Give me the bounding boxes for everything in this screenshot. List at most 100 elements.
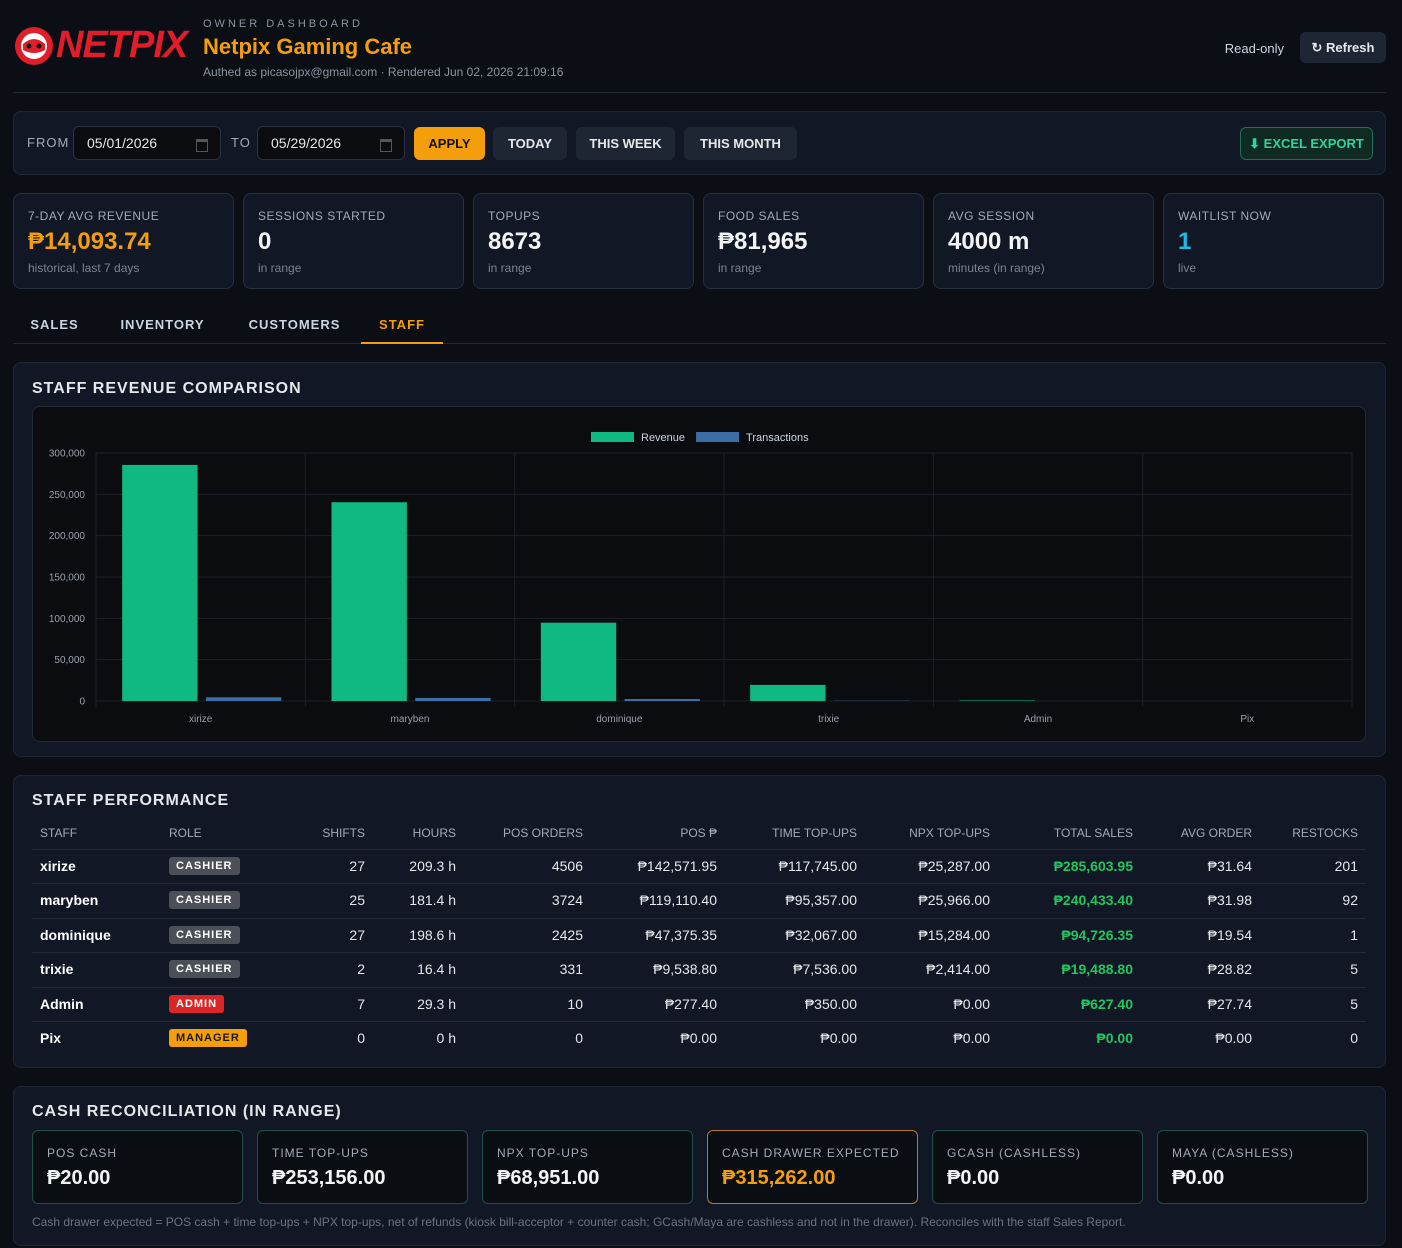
role-badge: CASHIER	[169, 960, 240, 979]
tab[interactable]: SALES	[30, 317, 79, 332]
table-cell: ₱0.00	[1096, 1030, 1133, 1046]
column-header: STAFF	[40, 826, 78, 840]
kpi-note: live	[1178, 261, 1197, 275]
cash-value: ₱20.00	[47, 1167, 111, 1189]
table-cell: ₱47,375.35	[645, 926, 717, 943]
y-tick-label: 150,000	[49, 573, 86, 584]
table-cell: ₱117,745.00	[778, 858, 857, 874]
role-badge: MANAGER	[169, 1029, 247, 1047]
x-tick-label: Admin	[1024, 714, 1052, 725]
tab[interactable]: STAFF	[361, 312, 443, 344]
export-button[interactable]: ⬇ EXCEL EXPORT	[1240, 127, 1373, 160]
table-cell: 201	[1334, 858, 1358, 874]
chart-box	[32, 406, 1366, 742]
y-tick-label: 100,000	[49, 614, 86, 625]
tab[interactable]: CUSTOMERS	[248, 317, 341, 332]
table-cell: 16.4 h	[417, 961, 456, 978]
y-tick-label: 50,000	[54, 655, 85, 666]
table-cell: ₱7,536.00	[793, 961, 857, 978]
refresh-button[interactable]: ↻ Refresh	[1300, 32, 1386, 63]
column-header: TIME TOP-UPS	[772, 826, 857, 840]
cash-label: CASH DRAWER EXPECTED	[722, 1146, 900, 1160]
cash-note: Cash drawer expected = POS cash + time t…	[32, 1215, 1126, 1229]
bar	[959, 700, 1035, 701]
table-cell: ₱0.00	[1215, 1030, 1252, 1046]
table-cell: ₱240,433.40	[1053, 892, 1133, 909]
kpi-card: 7-DAY AVG REVENUE ₱14,093.74 historical, l…	[13, 193, 234, 289]
kpi-label: AVG SESSION	[948, 209, 1035, 223]
table-cell: Pix	[40, 1030, 62, 1046]
chart-title: STAFF REVENUE COMPARISON	[32, 380, 302, 397]
eyebrow: OWNER DASHBOARD	[203, 18, 363, 30]
bar	[415, 697, 491, 701]
table-cell: ₱119,110.40	[639, 892, 717, 909]
kpi-label: SESSIONS STARTED	[258, 209, 386, 223]
table-cell: 3724	[551, 892, 583, 909]
bar	[624, 698, 700, 701]
table-cell: ₱277.40	[664, 995, 717, 1012]
table-cell: ₱285,603.95	[1053, 858, 1133, 874]
column-header: ROLE	[169, 826, 202, 840]
row-divider	[32, 849, 1366, 850]
table-cell: maryben	[40, 892, 99, 909]
tab-divider	[13, 343, 1386, 344]
cash-value: ₱315,262.00	[722, 1167, 836, 1189]
table-cell: 181.4 h	[409, 892, 456, 909]
table-cell: ₱32,067.00	[785, 926, 857, 943]
kpi-card: TOPUPS 8673 in range	[473, 193, 694, 289]
column-header: POS ORDERS	[502, 826, 583, 840]
bar	[205, 697, 282, 701]
table-cell: 5	[1350, 995, 1358, 1012]
table-cell: 1	[1350, 926, 1358, 943]
tab[interactable]: INVENTORY	[120, 317, 205, 332]
filter-button[interactable]: THIS MONTH	[684, 127, 797, 160]
cash-card: NPX TOP-UPS ₱68,951.00	[482, 1130, 693, 1204]
kpi-card: WAITLIST NOW 1 live	[1163, 193, 1384, 289]
date-input[interactable]: 05/29/2026	[257, 126, 405, 160]
kpi-value: 8673	[488, 228, 542, 255]
kpi-note: in range	[718, 261, 762, 275]
divider	[13, 92, 1386, 93]
table-cell: 27	[349, 858, 365, 874]
table-cell: xirize	[40, 858, 76, 874]
legend-label: Revenue	[641, 432, 685, 444]
kpi-value: ₱14,093.74	[28, 228, 151, 255]
row-divider	[32, 952, 1366, 954]
table-cell: ₱95,357.00	[785, 892, 857, 909]
cash-value: ₱0.00	[1172, 1167, 1225, 1189]
cash-value: ₱68,951.00	[497, 1167, 600, 1189]
cash-label: POS CASH	[47, 1146, 118, 1160]
bar	[122, 464, 198, 701]
kpi-value: 1	[1178, 228, 1192, 255]
table-cell: ₱28.82	[1207, 961, 1252, 978]
filter-button[interactable]: THIS WEEK	[576, 127, 675, 160]
y-tick-label: 300,000	[49, 449, 86, 460]
table-cell: 198.6 h	[409, 926, 456, 943]
table-cell: ₱627.40	[1080, 995, 1133, 1012]
y-tick-label: 200,000	[49, 531, 86, 542]
kpi-note: in range	[488, 261, 532, 275]
date-input[interactable]: 05/01/2026	[73, 126, 221, 160]
mode: Read-only	[1224, 41, 1284, 56]
filter-button[interactable]: APPLY	[414, 127, 485, 160]
filter-button[interactable]: TODAY	[493, 127, 567, 160]
column-header: POS ₱	[680, 826, 717, 840]
table-cell: 0	[357, 1030, 365, 1046]
kpi-note: historical, last 7 days	[28, 261, 140, 275]
cash-card: TIME TOP-UPS ₱253,156.00	[257, 1130, 468, 1204]
row-divider	[32, 986, 1366, 988]
kpi-note: minutes (in range)	[948, 261, 1045, 275]
row-divider	[32, 917, 1366, 919]
table-cell: Admin	[40, 995, 84, 1012]
cash-label: TIME TOP-UPS	[272, 1146, 369, 1160]
table-cell: ₱9,538.80	[653, 961, 717, 978]
kpi-card: AVG SESSION 4000 m minutes (in range)	[933, 193, 1154, 289]
row-divider	[32, 1021, 1366, 1022]
table-cell: ₱31.64	[1207, 858, 1252, 874]
table-cell: ₱350.00	[804, 995, 857, 1012]
legend-label: Transactions	[746, 432, 809, 444]
table-cell: ₱25,287.00	[918, 858, 990, 874]
bar	[750, 684, 826, 701]
table-cell: 5	[1350, 961, 1358, 978]
role-badge: ADMIN	[169, 994, 225, 1013]
